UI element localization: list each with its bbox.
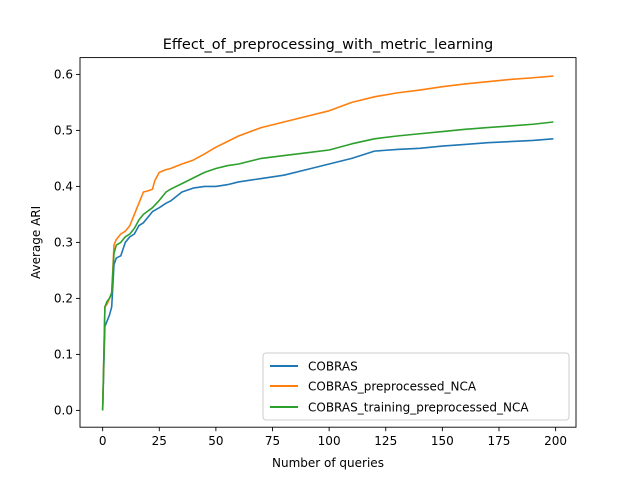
series-layer [101, 75, 554, 411]
y-tick-label: 0.1 [54, 348, 73, 362]
legend-label-cobras: COBRAS [308, 360, 358, 374]
y-axis-label: Average ARI [29, 206, 43, 279]
legend-label-cobras-training-preprocessed-nca: COBRAS_training_preprocessed_NCA [308, 401, 529, 415]
x-tick-label: 150 [431, 434, 454, 448]
x-tick-label: 25 [152, 434, 167, 448]
series-line-1 [101, 75, 554, 411]
x-tick-label: 125 [374, 434, 397, 448]
y-tick-label: 0.3 [54, 236, 73, 250]
y-tick-label: 0.6 [54, 68, 73, 82]
y-tick-label: 0.2 [54, 292, 73, 306]
legend-label-cobras-preprocessed-nca: COBRAS_preprocessed_NCA [308, 380, 477, 394]
y-axis-ticks: 0.0 0.1 0.2 0.3 0.4 0.5 0.6 [54, 68, 80, 418]
x-tick-label: 0 [99, 434, 107, 448]
x-tick-label: 50 [208, 434, 223, 448]
x-tick-label: 100 [318, 434, 341, 448]
y-tick-label: 0.5 [54, 124, 73, 138]
legend-box [262, 352, 570, 421]
x-axis-ticks: 0 25 50 75 100 125 150 175 200 [99, 427, 567, 448]
series-line-2 [101, 121, 554, 411]
x-tick-label: 200 [544, 434, 567, 448]
y-tick-label: 0.4 [54, 180, 73, 194]
x-tick-label: 175 [488, 434, 511, 448]
chart-title: Effect_of_preprocessing_with_metric_lear… [163, 37, 493, 53]
legend: COBRAS COBRAS_preprocessed_NCA COBRAS_tr… [262, 352, 570, 421]
series-line-0 [101, 138, 554, 411]
x-axis-label: Number of queries [272, 456, 384, 470]
y-tick-label: 0.0 [54, 404, 73, 418]
x-tick-label: 75 [265, 434, 280, 448]
